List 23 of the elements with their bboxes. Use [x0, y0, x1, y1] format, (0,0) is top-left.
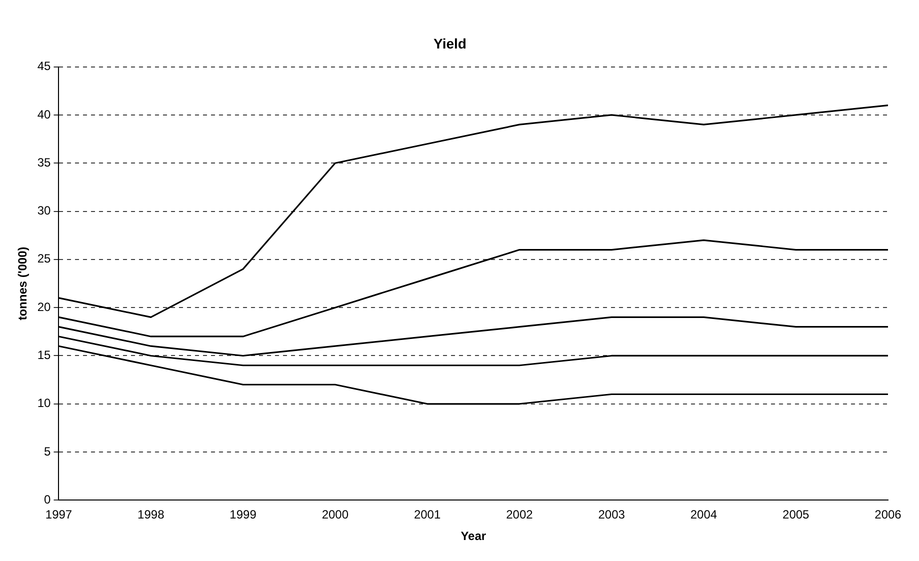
y-tick-label: 15 — [37, 348, 52, 362]
x-tick-label: 2002 — [506, 508, 534, 522]
y-tick-label: 35 — [37, 155, 52, 170]
y-tick-label: 0 — [44, 492, 52, 507]
x-tick-label: 2000 — [322, 508, 349, 522]
y-tick-label: 30 — [37, 204, 52, 218]
y-tick-label: 25 — [37, 252, 52, 266]
chart-title: Yield — [434, 35, 466, 52]
x-tick-label: 2001 — [414, 508, 441, 522]
x-tick-label: 2005 — [782, 508, 810, 522]
y-tick-label: 45 — [37, 59, 52, 74]
x-tick-label: 1999 — [230, 508, 257, 522]
x-tick-label: 2006 — [874, 508, 902, 522]
y-tick-label: 20 — [37, 300, 52, 314]
y-tick-label: 40 — [37, 107, 52, 122]
x-axis-title: Year — [460, 529, 486, 544]
x-tick-label: 1997 — [45, 508, 72, 522]
x-tick-label: 2004 — [690, 508, 718, 522]
x-tick-label: 1998 — [138, 508, 165, 522]
y-axis-title: tonnes ('000) — [16, 246, 30, 320]
y-tick-label: 10 — [37, 396, 52, 410]
y-tick-label: 5 — [44, 444, 52, 458]
x-tick-label: 2003 — [598, 508, 626, 522]
